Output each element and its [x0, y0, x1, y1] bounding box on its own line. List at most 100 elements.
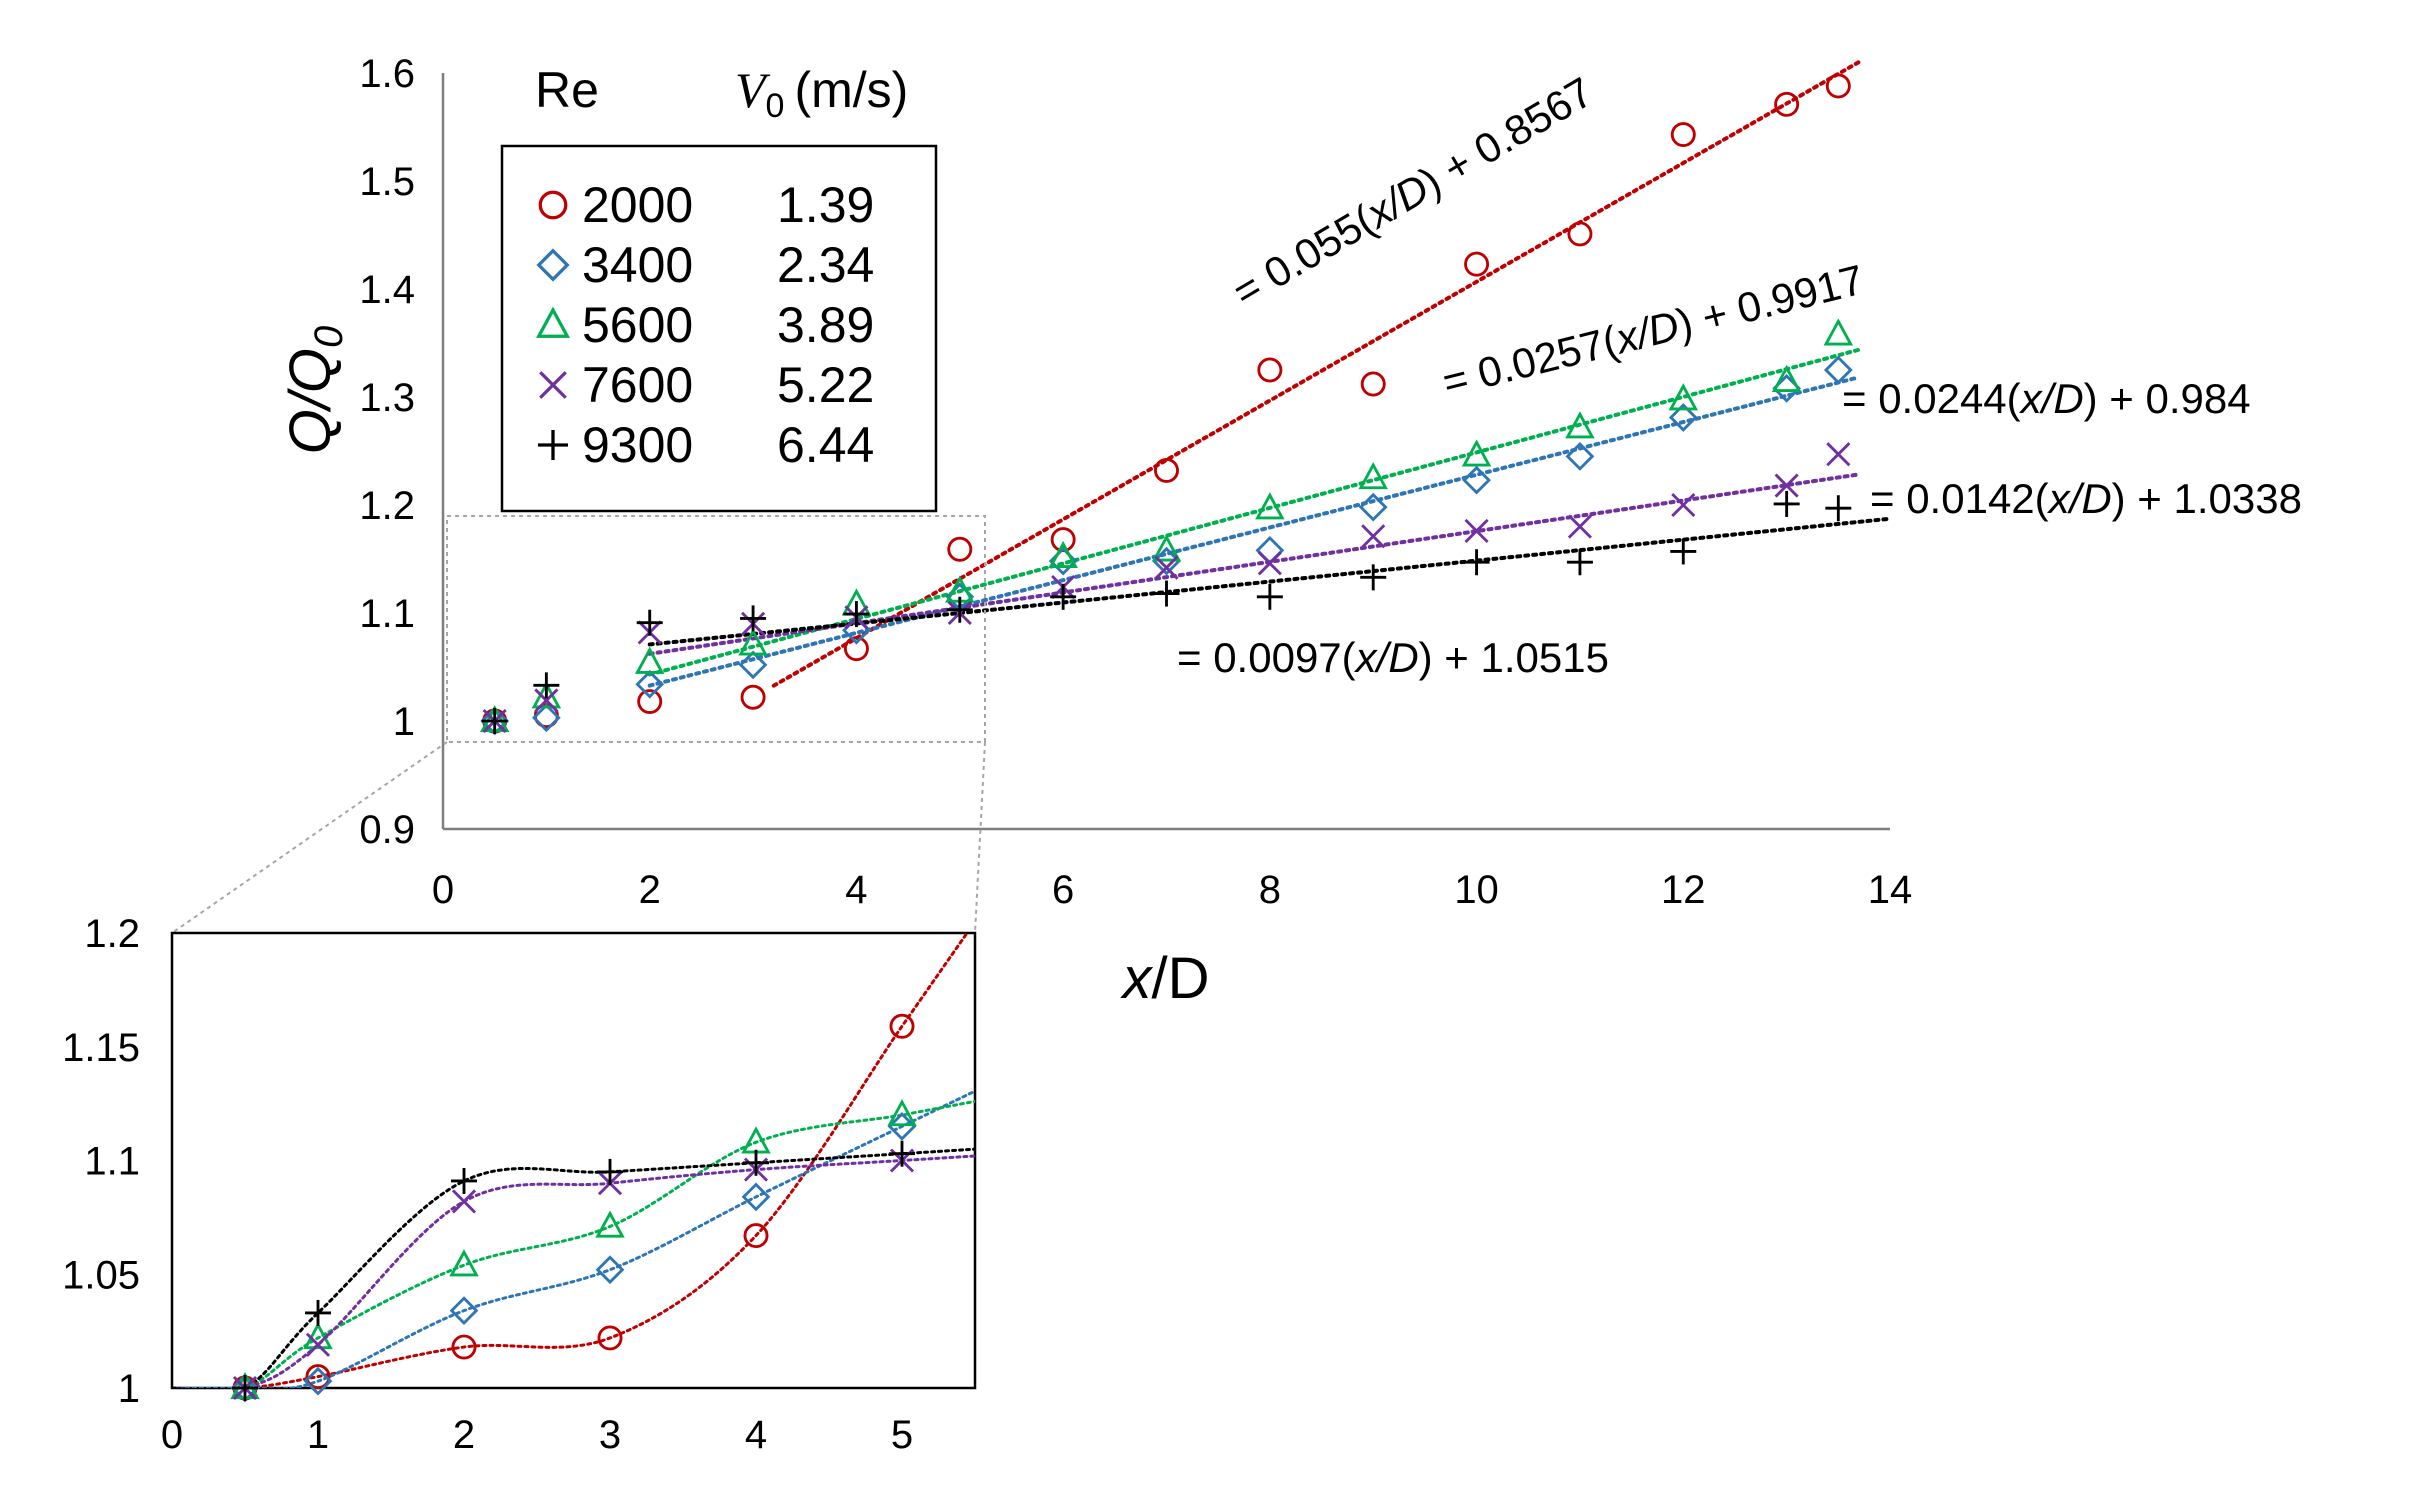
legend: Re V0 (m/s) 2000 1.39 3400 2.34 5600 3.89 7600 5…: [500, 62, 938, 513]
main-chart: 0 2 4 6 8 10 12 14 0.9 1 1.1 1.2 1.3 1.4 1.5 1.6 Q/Q0 x…: [171, 52, 2302, 1011]
data-point-re7600: [1671, 492, 1696, 518]
main-tick-labels: 0 2 4 6 8 10 12 14 0.9 1 1.1 1.2 1.3 1.4 1.5 1.6: [359, 52, 1912, 912]
inset-data-point-re5600: [303, 1321, 333, 1350]
legend-header-re: Re: [535, 62, 599, 118]
data-point-re5600: [1823, 318, 1854, 346]
trendline-equations: = 0.055(x/D) + 0.8567 = 0.0257(x/D) + 0.…: [1177, 68, 2302, 681]
main-x-tick-label: 10: [1454, 868, 1499, 912]
inset-curve-re2000: [172, 933, 969, 1388]
equation-re9300: = 0.0097(x/D) + 1.0515: [1177, 634, 1609, 681]
data-point-re9300: [1670, 538, 1697, 565]
data-point-re3400: [1823, 355, 1853, 385]
data-point-re7600: [1774, 473, 1799, 498]
inset-data-point-re9300: [889, 1140, 915, 1167]
data-point-re5600: [634, 646, 665, 674]
data-point-re9300: [533, 672, 560, 699]
data-point-re5600: [1668, 383, 1699, 411]
data-point-re5600: [1255, 492, 1285, 520]
inset-data-point-re5600: [887, 1099, 917, 1127]
data-point-re7600: [1826, 442, 1851, 467]
data-point-re3400: [1152, 546, 1181, 576]
data-point-re2000: [1774, 91, 1800, 117]
legend-re-value: 7600: [582, 357, 693, 413]
data-point-re5600: [1565, 411, 1595, 439]
data-point-re7600: [1464, 518, 1489, 543]
data-point-re3400: [1358, 492, 1388, 522]
data-point-re9300: [843, 601, 870, 628]
data-point-re2000: [740, 684, 766, 710]
main-x-tick-label: 8: [1259, 868, 1281, 912]
data-point-re7600: [1567, 514, 1592, 539]
data-point-re5600: [1771, 364, 1802, 392]
data-point-re9300: [946, 596, 973, 623]
data-point-re7600: [1154, 555, 1179, 580]
data-point-re3400: [1462, 465, 1491, 495]
legend-v0-value: 2.34: [777, 237, 874, 293]
inset-tick-labels: 0 1 2 3 4 511.051.11.151.2: [62, 912, 913, 1457]
inset-data-point-re9300: [451, 1167, 477, 1194]
data-point-re5600: [1461, 439, 1492, 467]
inset-data-point-re5600: [449, 1249, 479, 1277]
inset-y-tick-label: 1.05: [62, 1253, 140, 1297]
inset-curve-re7600: [172, 1154, 975, 1388]
legend-box: [500, 144, 938, 513]
main-x-tick-label: 12: [1661, 868, 1706, 912]
inset-data-point-re9300: [305, 1299, 331, 1326]
inset-x-tick-label: 5: [891, 1413, 913, 1457]
data-point-re5600: [1048, 540, 1078, 569]
legend-marker-re9300: [538, 430, 568, 460]
data-point-re3400: [1565, 442, 1595, 471]
trendline-re3400: [647, 375, 1861, 688]
data-point-re7600: [1361, 524, 1386, 549]
data-point-re2000: [1825, 73, 1851, 99]
legend-re-value: 5600: [582, 297, 693, 353]
inset-curve-re3400: [172, 1089, 975, 1388]
data-point-re2000: [1257, 357, 1283, 383]
inset-data-point-re2000: [889, 1013, 915, 1039]
legend-marker-re3400: [536, 248, 570, 282]
data-point-re2000: [1154, 457, 1179, 483]
data-point-re9300: [1463, 549, 1490, 576]
main-y-tick-label: 1: [393, 700, 415, 744]
main-data-points: [479, 73, 1854, 736]
legend-marker-re2000: [538, 190, 568, 220]
legend-re-value: 2000: [582, 177, 693, 233]
inset-frame: [170, 931, 977, 1390]
equation-re3400: = 0.0244(x/D) + 0.984: [1842, 375, 2251, 422]
inset-x-tick-label: 1: [307, 1413, 329, 1457]
zoom-connector-right: [974, 741, 986, 934]
inset-data-point-re9300: [743, 1149, 769, 1176]
inset-data-point-re9300: [232, 1375, 258, 1401]
inset-data-point-re5600: [595, 1210, 625, 1238]
inset-data-point-re3400: [741, 1182, 771, 1212]
inset-data-point-re3400: [303, 1366, 333, 1396]
inset-data-point-re3400: [595, 1255, 625, 1285]
inset-y-tick-label: 1.2: [84, 912, 140, 956]
main-y-tick-label: 1.3: [359, 376, 415, 420]
inset-y-tick-label: 1: [118, 1367, 140, 1411]
data-point-re3400: [738, 650, 768, 680]
data-point-re9300: [1773, 490, 1800, 517]
data-point-re9300: [740, 605, 767, 632]
main-y-tick-label: 0.9: [359, 808, 415, 852]
data-point-re9300: [481, 708, 508, 734]
svg-text:x/D: x/D: [1120, 946, 1210, 1011]
inset-data-point-re2000: [305, 1364, 331, 1390]
data-point-re2000: [843, 636, 869, 662]
legend-v0-value: 6.44: [777, 417, 874, 473]
inset-data-point-re3400: [449, 1296, 479, 1326]
inset-chart: 0 1 2 3 4 511.051.11.151.2: [62, 912, 977, 1457]
data-point-re5600: [738, 628, 768, 656]
main-y-axis-title: Q/Q0: [278, 326, 351, 455]
data-point-re9300: [636, 609, 663, 636]
data-point-re3400: [531, 703, 561, 733]
data-point-re9300: [1256, 583, 1283, 610]
main-y-tick-label: 1.5: [359, 160, 415, 204]
equation-re2000: = 0.055(x/D) + 0.8567: [1225, 68, 1601, 316]
equation-re7600: = 0.0142(x/D) + 1.0338: [1870, 475, 2302, 522]
data-point-re9300: [1153, 580, 1180, 607]
main-x-tick-label: 0: [432, 868, 454, 912]
inset-y-tick-label: 1.1: [84, 1140, 140, 1184]
main-y-tick-label: 1.4: [359, 268, 415, 312]
data-point-re2000: [637, 689, 663, 715]
